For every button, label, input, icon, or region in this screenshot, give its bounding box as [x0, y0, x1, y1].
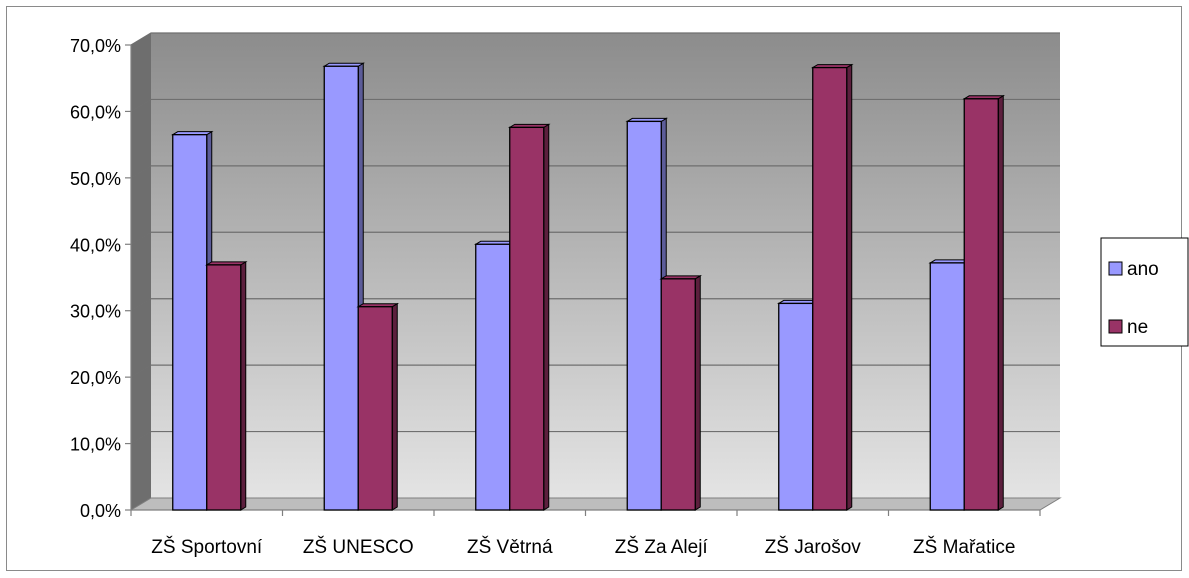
gridline: [130, 165, 1060, 179]
x-tick-label: ZŠ Za Alejí: [615, 536, 709, 558]
legend-swatch-ano: [1108, 261, 1123, 276]
y-tick-label: 0,0%: [80, 501, 121, 521]
bar-ne: [357, 306, 393, 511]
bar-ano: [626, 120, 662, 511]
y-tick-label: 70,0%: [70, 36, 121, 56]
gridline: [130, 98, 1060, 112]
bar-side: [543, 123, 550, 511]
bar-ano: [929, 262, 965, 511]
gridline: [130, 364, 1060, 378]
y-tick-label: 50,0%: [70, 169, 121, 189]
bar-ne: [509, 126, 545, 511]
bar-ne: [963, 98, 999, 511]
x-tick-label: ZŠ Mařatice: [913, 536, 1015, 558]
bar-side: [846, 63, 853, 511]
plot-floor: [129, 497, 1062, 511]
y-tick-label: 30,0%: [70, 302, 121, 322]
y-tick-label: 40,0%: [70, 235, 121, 255]
bar-ano: [475, 243, 511, 511]
gridline: [130, 298, 1060, 312]
x-tick-label: ZŠ Větrná: [467, 536, 553, 558]
x-tick-label: ZŠ Sportovní: [151, 536, 263, 558]
plot-side-wall: [131, 33, 151, 510]
bar-side: [694, 274, 701, 511]
plot-back-wall: [151, 33, 1060, 498]
legend-swatch-ne: [1108, 319, 1123, 334]
gridline: [130, 32, 1060, 46]
bar-ne: [812, 66, 848, 511]
bar-side: [240, 260, 247, 511]
bar-ne: [206, 264, 242, 511]
bar-ano: [323, 65, 359, 511]
x-tick-label: ZŠ UNESCO: [303, 536, 414, 558]
legend-label: ne: [1127, 317, 1148, 338]
y-tick-label: 10,0%: [70, 435, 121, 455]
bar-side: [997, 94, 1004, 511]
bar-ano: [778, 302, 814, 511]
y-tick-label: 60,0%: [70, 102, 121, 122]
bar-ne: [660, 278, 696, 511]
x-tick-label: ZŠ Jarošov: [765, 536, 862, 558]
legend-label: ano: [1127, 259, 1159, 280]
gridline: [130, 231, 1060, 245]
gridline: [130, 430, 1060, 445]
bar-ano: [172, 134, 208, 511]
y-tick-label: 20,0%: [70, 368, 121, 388]
bar-side: [391, 302, 398, 511]
